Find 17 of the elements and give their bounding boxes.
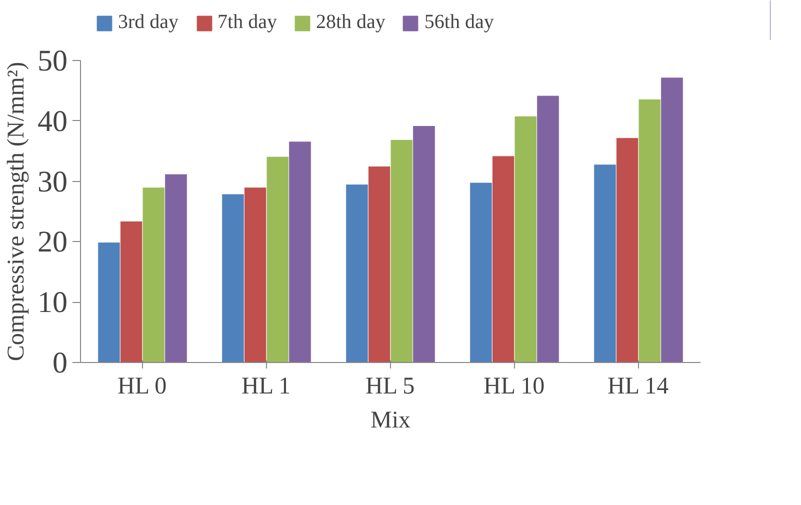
y-axis-title: Compressive strength (N/mm²): [4, 62, 30, 362]
y-tick-label: 10: [38, 286, 68, 320]
legend-label: 3rd day: [118, 11, 179, 34]
x-tick-label: HL 5: [366, 374, 415, 400]
y-tick-label: 0: [52, 346, 68, 380]
x-tick-label: HL 14: [608, 374, 669, 400]
y-tick-label: 30: [38, 165, 68, 198]
x-tick-label: HL 0: [118, 374, 167, 400]
legend-label: 7th day: [218, 11, 277, 34]
y-tick-label: 20: [38, 226, 68, 259]
y-tick-label: 50: [38, 44, 68, 78]
legend-label: 56th day: [424, 11, 494, 34]
y-tick-label: 40: [38, 104, 68, 138]
x-axis-title: Mix: [370, 408, 411, 434]
x-tick-label: HL 1: [242, 374, 291, 400]
legend-label: 28th day: [316, 11, 386, 34]
x-tick-label: HL 10: [484, 374, 545, 400]
